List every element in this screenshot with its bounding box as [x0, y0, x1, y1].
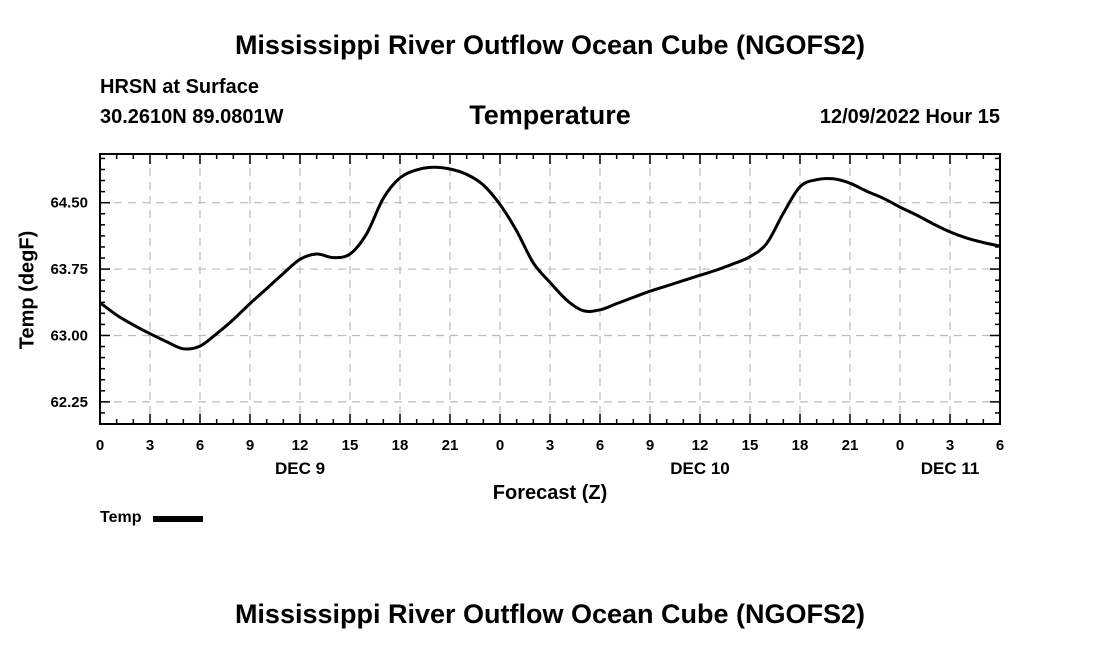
x-tick-label: 6 [996, 437, 1004, 454]
forecast-datetime: 12/09/2022 Hour 15 [819, 106, 1000, 128]
chart-title: Temperature [469, 100, 631, 130]
x-tick-label: 3 [146, 437, 154, 454]
x-tick-label: 0 [96, 437, 104, 454]
x-tick-label: 21 [442, 437, 459, 454]
station-name: HRSN at Surface [100, 76, 259, 98]
x-tick-label: 21 [842, 437, 859, 454]
legend-line-swatch [153, 516, 204, 522]
x-tick-label: 0 [896, 437, 904, 454]
footer-title: Mississippi River Outflow Ocean Cube (NG… [234, 599, 866, 629]
x-tick-label: 9 [246, 437, 254, 454]
x-tick-label: 3 [946, 437, 954, 454]
x-tick-label: 18 [392, 437, 409, 454]
x-day-label: DEC 9 [275, 459, 325, 478]
y-axis-label: Temp (degF) [16, 230, 39, 350]
legend-label: Temp [100, 509, 142, 526]
y-tick-label: 64.50 [50, 195, 88, 212]
x-tick-label: 15 [342, 437, 359, 454]
x-tick-label: 18 [792, 437, 809, 454]
legend: Temp [100, 509, 204, 527]
x-tick-label: 6 [596, 437, 604, 454]
y-tick-label: 63.00 [50, 327, 88, 344]
x-tick-label: 15 [742, 437, 759, 454]
x-tick-label: 12 [292, 437, 309, 454]
station-coordinates: 30.2610N 89.0801W [100, 106, 284, 128]
x-axis-label: Forecast (Z) [492, 482, 608, 504]
y-tick-label: 63.75 [50, 261, 88, 278]
temp-series-line [99, 165, 1001, 351]
x-tick-label: 9 [646, 437, 654, 454]
x-day-label: DEC 11 [921, 459, 980, 478]
x-day-label: DEC 10 [670, 459, 730, 478]
x-tick-label: 3 [546, 437, 554, 454]
y-tick-label: 62.25 [50, 394, 88, 411]
x-tick-label: 12 [692, 437, 709, 454]
main-title: Mississippi River Outflow Ocean Cube (NG… [234, 30, 866, 60]
x-tick-label: 6 [196, 437, 204, 454]
x-tick-label: 0 [496, 437, 504, 454]
